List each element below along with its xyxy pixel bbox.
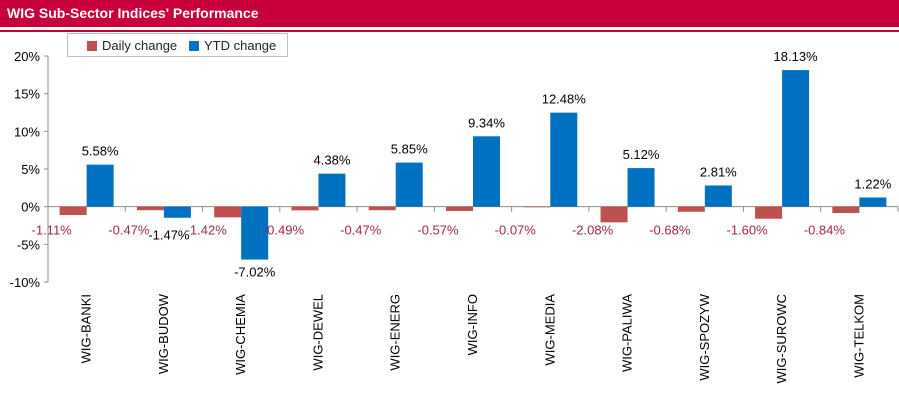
bar-ytd	[318, 173, 346, 207]
legend-swatch-ytd	[189, 40, 199, 51]
bar-ytd	[704, 185, 732, 207]
bar-daily	[291, 206, 319, 211]
y-tick-label: -10%	[10, 275, 41, 290]
y-tick-label: 0%	[21, 200, 40, 215]
bar-ytd	[550, 112, 578, 207]
title-background	[0, 0, 899, 27]
bar-daily	[214, 206, 242, 218]
data-label-daily: -0.07%	[495, 223, 537, 238]
bar-daily	[446, 206, 473, 211]
data-label-daily: -2.08%	[572, 223, 614, 238]
bar-ytd	[163, 206, 191, 218]
data-label-ytd: -1.47%	[148, 228, 190, 243]
bar-ytd	[395, 162, 423, 207]
bar-daily	[600, 206, 628, 223]
data-label-daily: -0.47%	[340, 223, 382, 238]
data-label-daily: -0.68%	[649, 223, 691, 238]
data-label-daily: -1.11%	[32, 223, 73, 238]
y-tick-label: 20%	[14, 49, 40, 64]
bar-daily	[368, 206, 396, 211]
data-label-daily: -0.49%	[263, 223, 305, 238]
category-label: WIG-DEWEL	[310, 294, 325, 371]
title-bar: WIG Sub-Sector Indices' Performance	[0, 0, 899, 34]
data-label-ytd: 4.38%	[314, 153, 351, 168]
legend-item-ytd: YTD change	[189, 38, 276, 53]
legend-label-ytd: YTD change	[204, 38, 277, 53]
data-label-ytd: 12.48%	[542, 92, 587, 107]
data-label-ytd: 5.58%	[82, 144, 119, 159]
title-underline	[0, 30, 899, 32]
data-label-ytd: 9.34%	[468, 115, 505, 130]
legend-swatch-daily	[87, 40, 97, 51]
y-tick-label: 15%	[14, 87, 40, 102]
category-label: WIG-BUDOW	[156, 293, 171, 374]
data-label-ytd: 18.13%	[774, 49, 819, 64]
category-label: WIG-MEDIA	[542, 294, 557, 366]
bar-ytd	[241, 206, 269, 260]
bar-daily	[136, 206, 164, 211]
bar-daily	[755, 206, 783, 219]
bar-ytd	[627, 168, 655, 207]
category-label: WIG-SPOZYW	[697, 293, 712, 380]
category-label: WIG-SUROWC	[774, 294, 789, 384]
bar-daily	[832, 206, 860, 213]
bar-ytd	[473, 136, 500, 207]
bar-ytd	[782, 70, 810, 207]
data-label-daily: -0.47%	[108, 223, 150, 238]
category-label: WIG-PALIWA	[620, 294, 635, 372]
data-label-daily: -0.84%	[804, 223, 846, 238]
bar-ytd	[86, 164, 114, 207]
data-label-ytd: 5.85%	[391, 142, 428, 157]
y-tick-label: 10%	[14, 124, 40, 139]
data-label-daily: -0.57%	[417, 223, 459, 238]
category-label: WIG-BANKI	[79, 294, 94, 363]
legend-label-daily: Daily change	[102, 38, 178, 53]
chart-title: WIG Sub-Sector Indices' Performance	[7, 5, 259, 21]
legend: Daily change YTD change	[67, 33, 288, 57]
category-label: WIG-ENERG	[388, 294, 403, 371]
bar-daily	[523, 206, 551, 208]
data-label-ytd: 1.22%	[854, 176, 891, 191]
category-label: WIG-CHEMIA	[233, 294, 248, 375]
data-label-daily: -1.42%	[186, 223, 228, 238]
y-tick-label: -5%	[17, 237, 41, 252]
data-label-ytd: -7.02%	[234, 265, 276, 280]
bar-ytd	[859, 197, 887, 207]
bar-daily	[677, 206, 705, 212]
category-label: WIG-TELKOM	[851, 294, 866, 378]
data-label-ytd: 5.12%	[623, 147, 660, 162]
y-tick-label: 5%	[21, 162, 40, 177]
data-label-ytd: 2.81%	[700, 164, 737, 179]
legend-item-daily: Daily change	[87, 38, 177, 53]
category-label: WIG-INFO	[465, 294, 480, 355]
bar-daily	[59, 206, 87, 216]
data-label-daily: -1.60%	[726, 223, 768, 238]
